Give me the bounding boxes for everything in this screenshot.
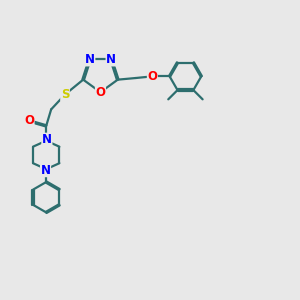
Text: N: N	[85, 53, 95, 66]
Text: N: N	[40, 164, 50, 177]
Text: N: N	[106, 53, 116, 66]
Text: O: O	[95, 86, 106, 99]
Text: O: O	[24, 114, 34, 128]
Text: N: N	[42, 133, 52, 146]
Text: O: O	[147, 70, 158, 83]
Text: S: S	[61, 88, 69, 101]
